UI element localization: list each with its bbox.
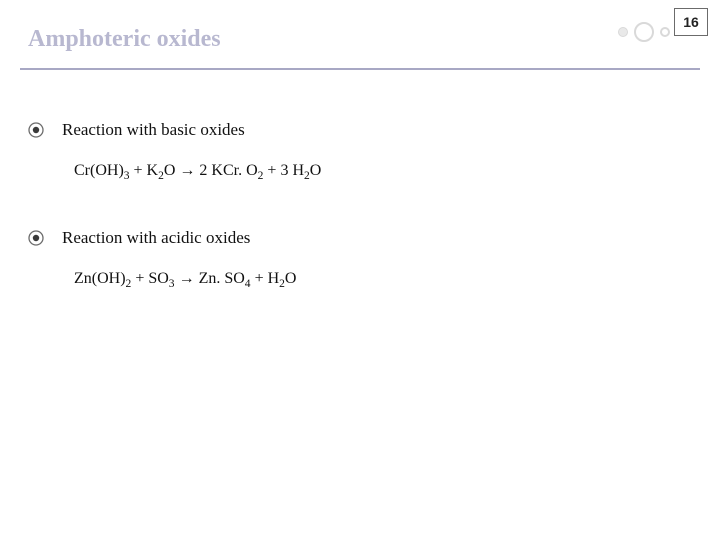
- list-item: Reaction with acidic oxides Zn(OH)2 + SO…: [28, 228, 692, 288]
- list-item-label: Reaction with acidic oxides: [62, 228, 250, 248]
- chemical-equation: Zn(OH)2 + SO3 → Zn. SO4 + H2O: [74, 270, 692, 288]
- content-area: Reaction with basic oxides Cr(OH)3 + K2O…: [28, 120, 692, 336]
- decorative-circles: [618, 22, 670, 42]
- circle-icon: [618, 27, 628, 37]
- page-title: Amphoteric oxides: [28, 26, 221, 53]
- page-number-box: 16: [674, 8, 708, 36]
- slide: 16 Amphoteric oxides Reaction with basic…: [0, 0, 720, 540]
- chemical-equation: Cr(OH)3 + K2O → 2 KCr. O2 + 3 H2O: [74, 162, 692, 180]
- circle-icon: [660, 27, 670, 37]
- list-item: Reaction with basic oxides Cr(OH)3 + K2O…: [28, 120, 692, 180]
- list-item-label: Reaction with basic oxides: [62, 120, 245, 140]
- bullet-icon: [28, 122, 44, 138]
- circle-icon: [634, 22, 654, 42]
- list-item-head: Reaction with acidic oxides: [28, 228, 692, 248]
- title-underline: [20, 68, 700, 70]
- bullet-icon: [28, 230, 44, 246]
- list-item-head: Reaction with basic oxides: [28, 120, 692, 140]
- page-number: 16: [683, 14, 699, 30]
